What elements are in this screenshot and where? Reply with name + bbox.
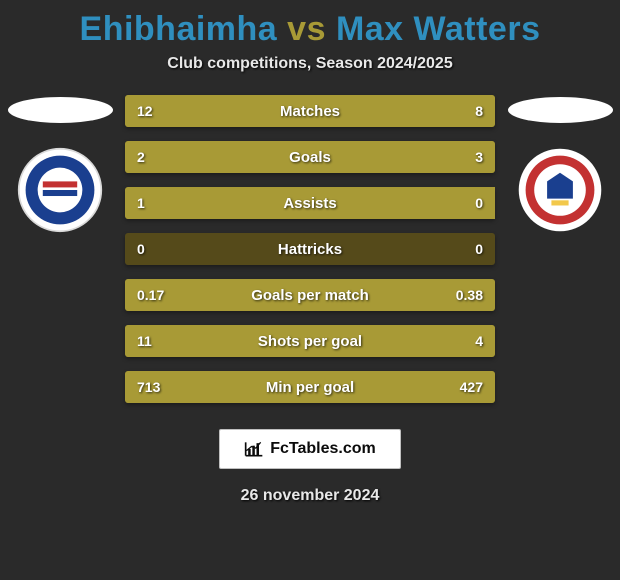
brand-text: FcTables.com xyxy=(270,440,376,458)
left-player-column xyxy=(0,97,120,233)
stat-label: Goals xyxy=(125,141,495,173)
stat-label: Assists xyxy=(125,187,495,219)
left-club-crest-icon xyxy=(17,147,103,233)
right-player-column xyxy=(500,97,620,233)
stat-bar: 114Shots per goal xyxy=(125,325,495,357)
brand-chart-icon xyxy=(244,440,264,458)
title-player2: Max Watters xyxy=(336,10,541,48)
left-ellipse-shadow xyxy=(8,97,113,123)
stat-label: Matches xyxy=(125,95,495,127)
stat-label: Shots per goal xyxy=(125,325,495,357)
right-ellipse-shadow xyxy=(508,97,613,123)
stat-label: Min per goal xyxy=(125,371,495,403)
comparison-panel: 128Matches 23Goals 10Assists 00Hattricks 0.1… xyxy=(0,95,620,403)
title-player1: Ehibhaimha xyxy=(80,10,278,48)
page-title: Ehibhaimha vs Max Watters xyxy=(0,0,620,49)
title-vs: vs xyxy=(287,10,326,48)
footer-date: 26 november 2024 xyxy=(0,487,620,505)
stat-bars-container: 128Matches 23Goals 10Assists 00Hattricks 0.1… xyxy=(125,95,495,403)
brand-badge: FcTables.com xyxy=(219,429,401,469)
stat-label: Goals per match xyxy=(125,279,495,311)
stat-bar: 00Hattricks xyxy=(125,233,495,265)
stat-bar: 0.170.38Goals per match xyxy=(125,279,495,311)
stat-bar: 10Assists xyxy=(125,187,495,219)
stat-bar: 128Matches xyxy=(125,95,495,127)
stat-bar: 23Goals xyxy=(125,141,495,173)
stat-bar: 713427Min per goal xyxy=(125,371,495,403)
subtitle: Club competitions, Season 2024/2025 xyxy=(0,55,620,73)
stat-label: Hattricks xyxy=(125,233,495,265)
right-club-crest-icon xyxy=(517,147,603,233)
